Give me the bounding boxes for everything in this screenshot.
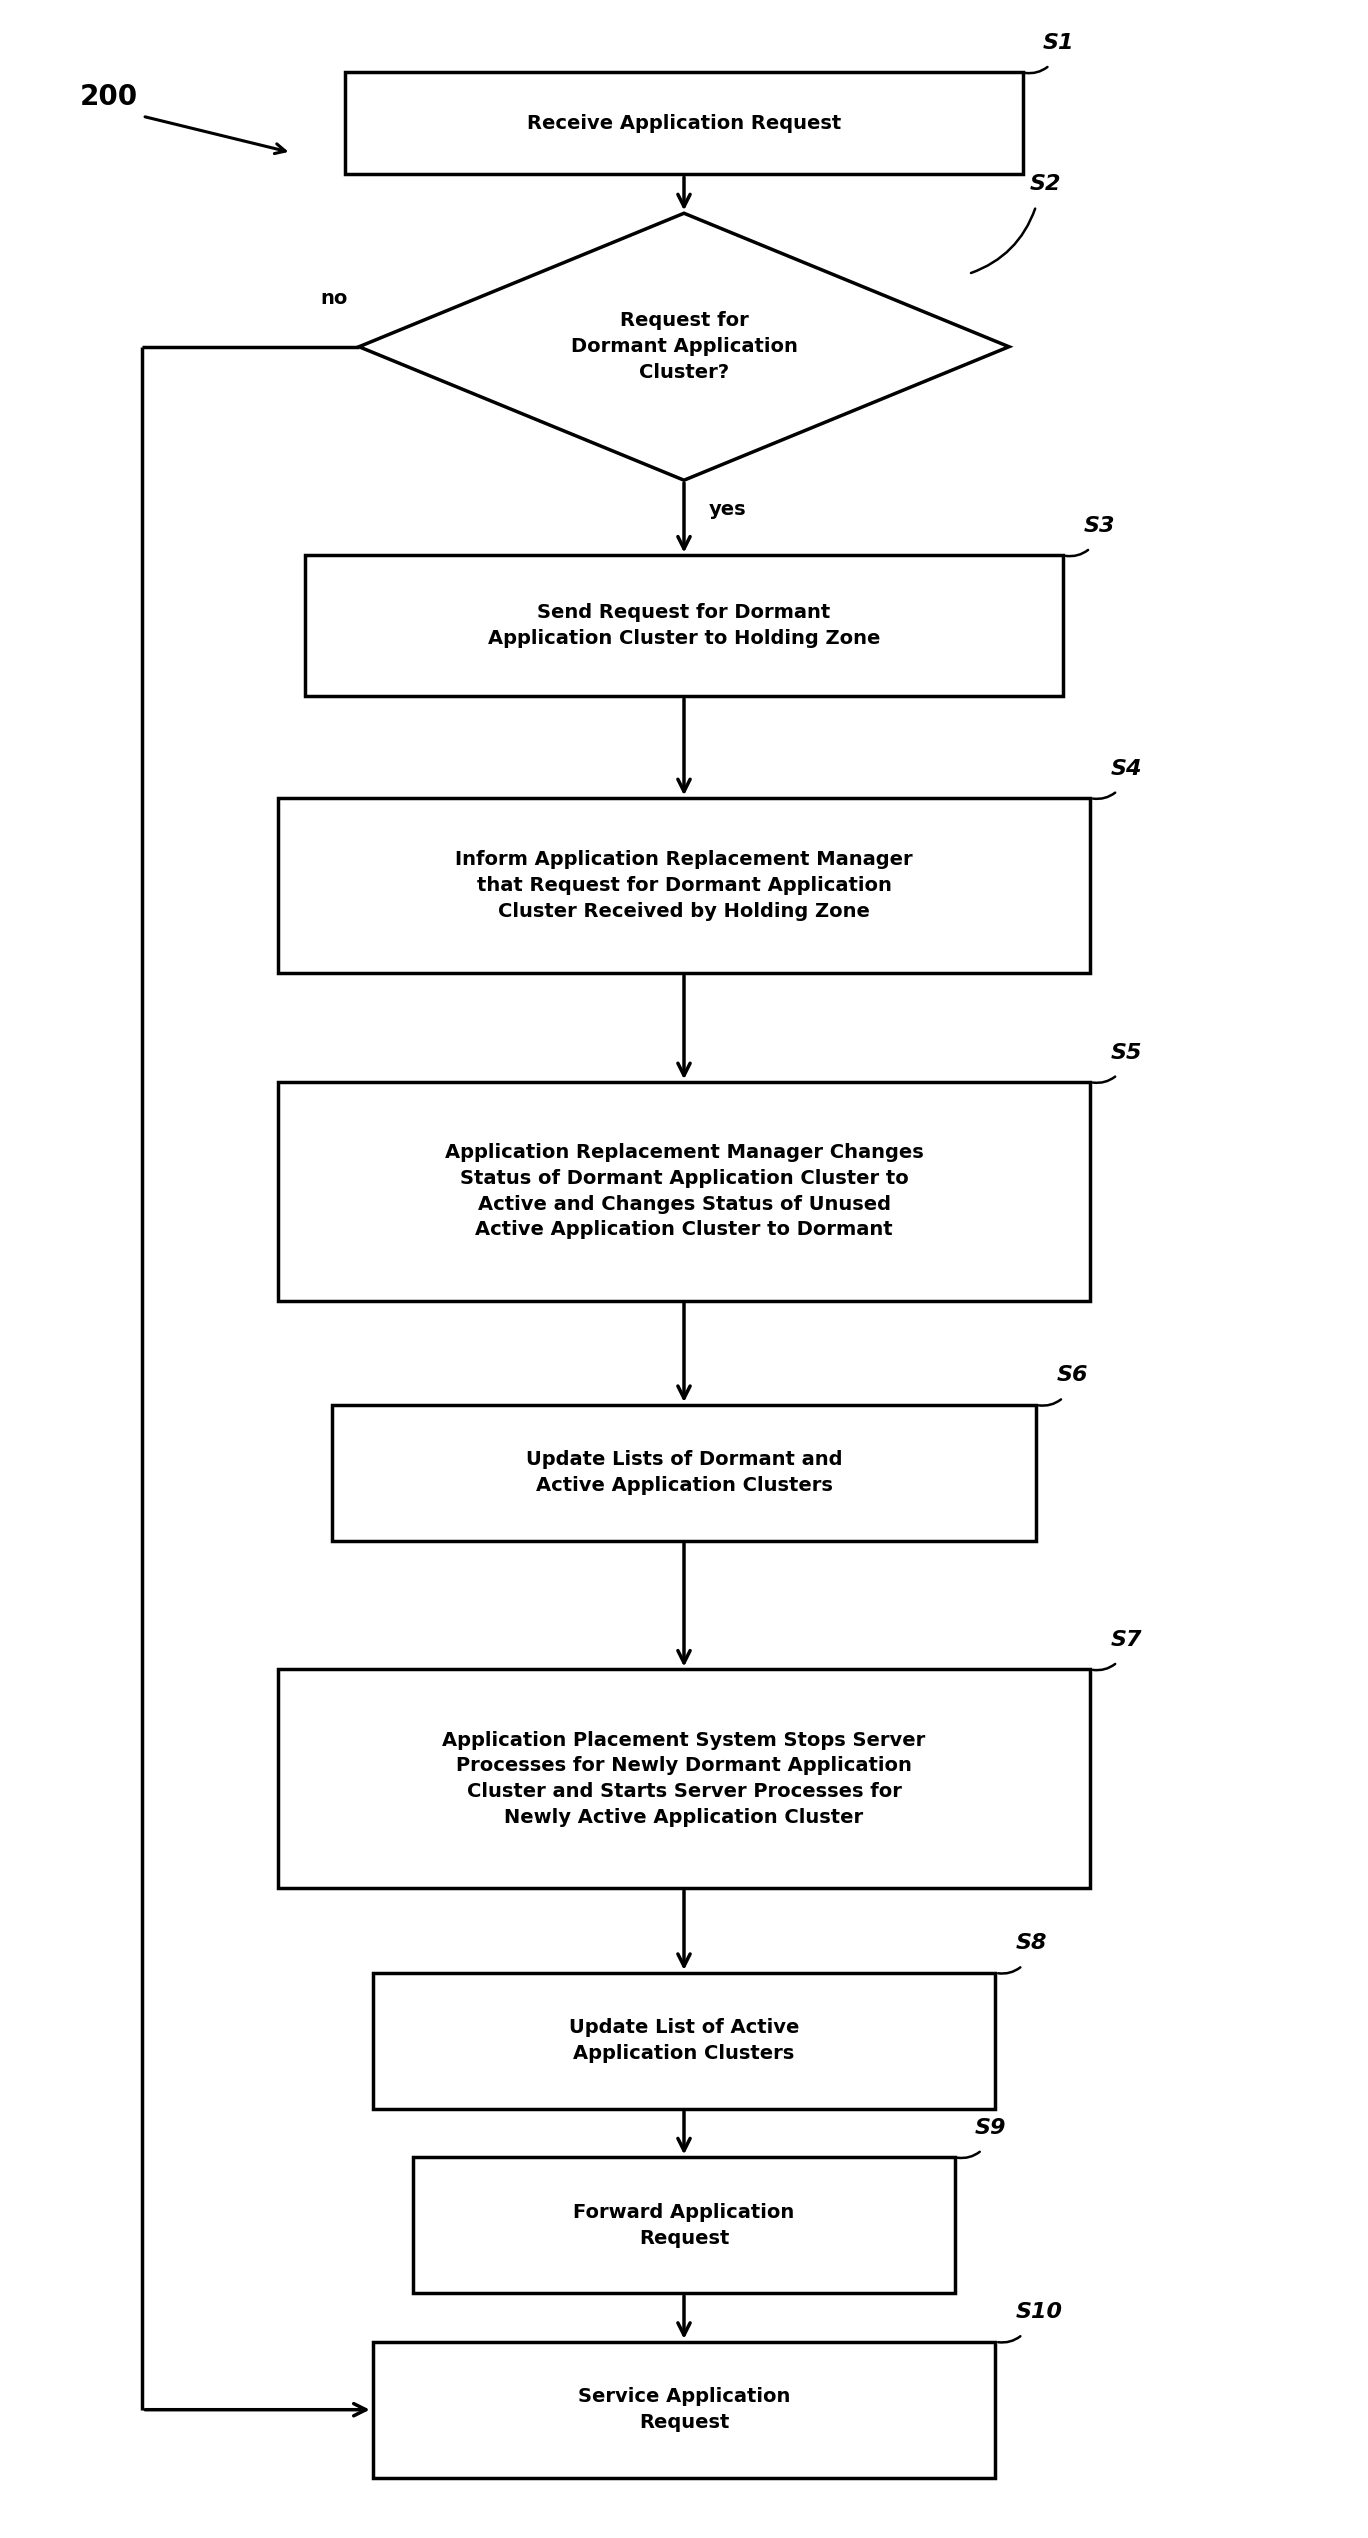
Bar — [372, 2343, 996, 2477]
Text: no: no — [321, 289, 349, 307]
Text: 200: 200 — [79, 84, 138, 112]
Text: S5: S5 — [1111, 1043, 1142, 1063]
Text: S10: S10 — [1016, 2302, 1063, 2322]
Polygon shape — [358, 213, 1010, 480]
Bar — [346, 74, 1022, 175]
Text: S8: S8 — [1016, 1934, 1048, 1954]
Text: S3: S3 — [1083, 515, 1115, 536]
Text: Send Request for Dormant
Application Cluster to Holding Zone: Send Request for Dormant Application Clu… — [488, 604, 880, 647]
Bar — [278, 1081, 1090, 1299]
Bar — [278, 797, 1090, 972]
Text: Request for
Dormant Application
Cluster?: Request for Dormant Application Cluster? — [570, 312, 798, 383]
Text: S6: S6 — [1056, 1365, 1088, 1386]
Text: S2: S2 — [1029, 173, 1060, 193]
Text: Update List of Active
Application Clusters: Update List of Active Application Cluste… — [569, 2018, 799, 2063]
Text: Application Replacement Manager Changes
Status of Dormant Application Cluster to: Application Replacement Manager Changes … — [445, 1142, 923, 1239]
Bar — [305, 556, 1063, 695]
Text: S1: S1 — [1042, 33, 1074, 53]
Text: yes: yes — [709, 500, 746, 518]
Bar — [413, 2157, 955, 2294]
Text: Service Application
Request: Service Application Request — [577, 2388, 791, 2431]
Text: S7: S7 — [1111, 1629, 1142, 1650]
Bar — [278, 1670, 1090, 1888]
Text: Inform Application Replacement Manager
that Request for Dormant Application
Clus: Inform Application Replacement Manager t… — [456, 850, 912, 921]
Bar — [332, 1406, 1036, 1541]
Text: S9: S9 — [975, 2117, 1007, 2137]
Text: Forward Application
Request: Forward Application Request — [573, 2203, 795, 2249]
Text: Receive Application Request: Receive Application Request — [527, 114, 841, 132]
Text: Update Lists of Dormant and
Active Application Clusters: Update Lists of Dormant and Active Appli… — [525, 1452, 843, 1495]
Bar — [372, 1972, 996, 2109]
Text: S4: S4 — [1111, 759, 1142, 779]
Text: Application Placement System Stops Server
Processes for Newly Dormant Applicatio: Application Placement System Stops Serve… — [442, 1731, 926, 1827]
